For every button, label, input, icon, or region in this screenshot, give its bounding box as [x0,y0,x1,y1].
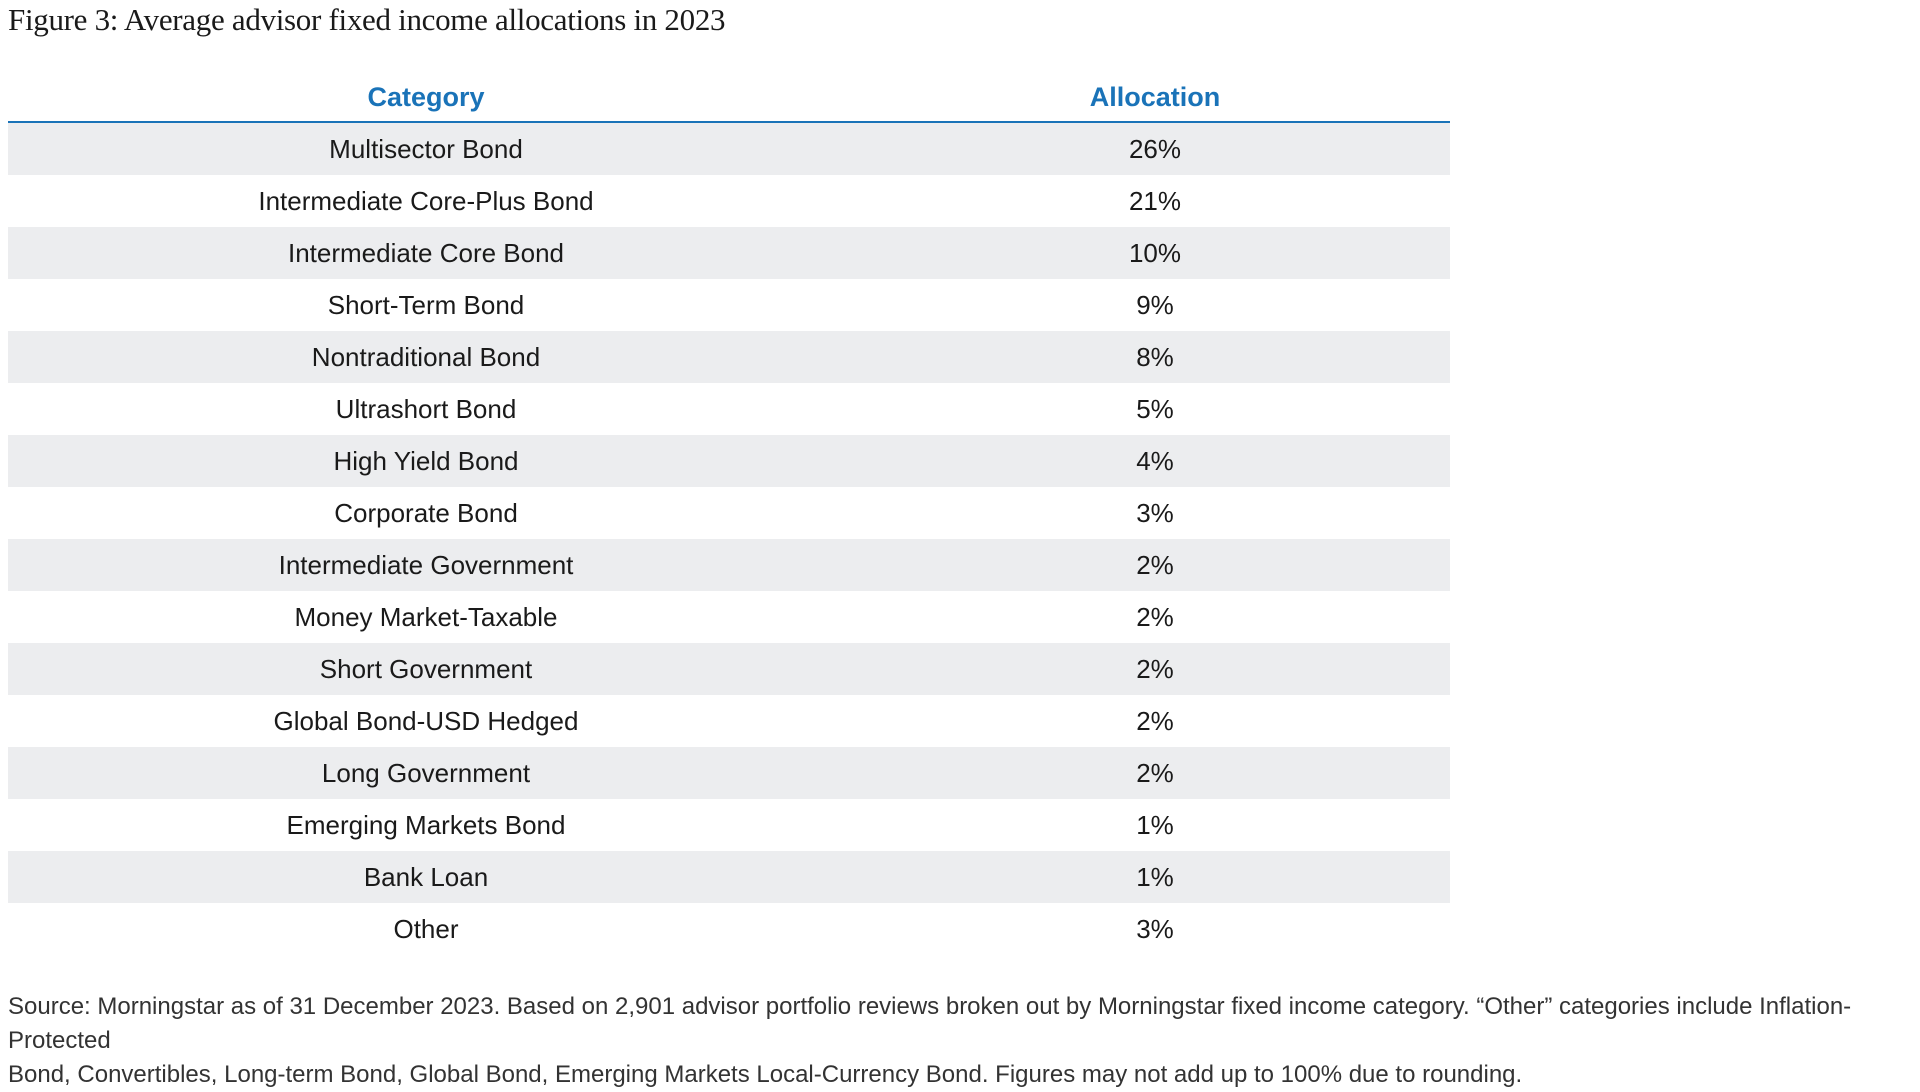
footnote-line-1: Source: Morningstar as of 31 December 20… [8,993,1852,1054]
allocation-cell: 21% [860,175,1450,227]
table-header: Category Allocation [8,74,1450,123]
allocation-cell: 26% [860,122,1450,175]
table-row: High Yield Bond 4% [8,435,1450,487]
category-cell: Intermediate Core-Plus Bond [8,175,860,227]
category-cell: Corporate Bond [8,487,860,539]
table-row: Other 3% [8,903,1450,955]
table-row: Long Government 2% [8,747,1450,799]
allocation-cell: 2% [860,643,1450,695]
table-row: Corporate Bond 3% [8,487,1450,539]
table-row: Intermediate Core Bond 10% [8,227,1450,279]
allocation-cell: 2% [860,695,1450,747]
table-row: Intermediate Government 2% [8,539,1450,591]
allocation-cell: 2% [860,539,1450,591]
table-row: Ultrashort Bond 5% [8,383,1450,435]
allocation-cell: 3% [860,903,1450,955]
category-cell: Intermediate Government [8,539,860,591]
category-cell: Ultrashort Bond [8,383,860,435]
table-body: Multisector Bond 26% Intermediate Core-Plu… [8,122,1450,955]
table-row: Global Bond-USD Hedged 2% [8,695,1450,747]
category-cell: Intermediate Core Bond [8,227,860,279]
allocation-table: Category Allocation Multisector Bond 26% I… [8,74,1450,955]
source-footnote: Source: Morningstar as of 31 December 20… [8,990,1908,1092]
category-cell: Other [8,903,860,955]
column-header-allocation: Allocation [860,74,1450,123]
table-row: Bank Loan 1% [8,851,1450,903]
footnote-line-2: Bond, Convertibles, Long-term Bond, Glob… [8,1061,1523,1088]
category-cell: Money Market-Taxable [8,591,860,643]
table-row: Multisector Bond 26% [8,122,1450,175]
category-cell: Global Bond-USD Hedged [8,695,860,747]
allocation-cell: 1% [860,851,1450,903]
figure-title: Figure 3: Average advisor fixed income a… [8,2,726,37]
allocation-cell: 10% [860,227,1450,279]
category-cell: Long Government [8,747,860,799]
category-cell: Bank Loan [8,851,860,903]
allocation-cell: 9% [860,279,1450,331]
allocation-cell: 3% [860,487,1450,539]
category-cell: Short-Term Bond [8,279,860,331]
category-cell: Multisector Bond [8,122,860,175]
allocation-cell: 1% [860,799,1450,851]
allocation-cell: 4% [860,435,1450,487]
header-row: Category Allocation [8,74,1450,123]
category-cell: Short Government [8,643,860,695]
table-row: Money Market-Taxable 2% [8,591,1450,643]
allocation-cell: 2% [860,591,1450,643]
table-row: Emerging Markets Bond 1% [8,799,1450,851]
category-cell: High Yield Bond [8,435,860,487]
column-header-category: Category [8,74,860,123]
allocation-cell: 5% [860,383,1450,435]
table-row: Short Government 2% [8,643,1450,695]
allocation-cell: 2% [860,747,1450,799]
table-row: Short-Term Bond 9% [8,279,1450,331]
allocation-table-container: Category Allocation Multisector Bond 26% I… [8,74,1450,955]
category-cell: Nontraditional Bond [8,331,860,383]
table-row: Intermediate Core-Plus Bond 21% [8,175,1450,227]
allocation-cell: 8% [860,331,1450,383]
category-cell: Emerging Markets Bond [8,799,860,851]
table-row: Nontraditional Bond 8% [8,331,1450,383]
